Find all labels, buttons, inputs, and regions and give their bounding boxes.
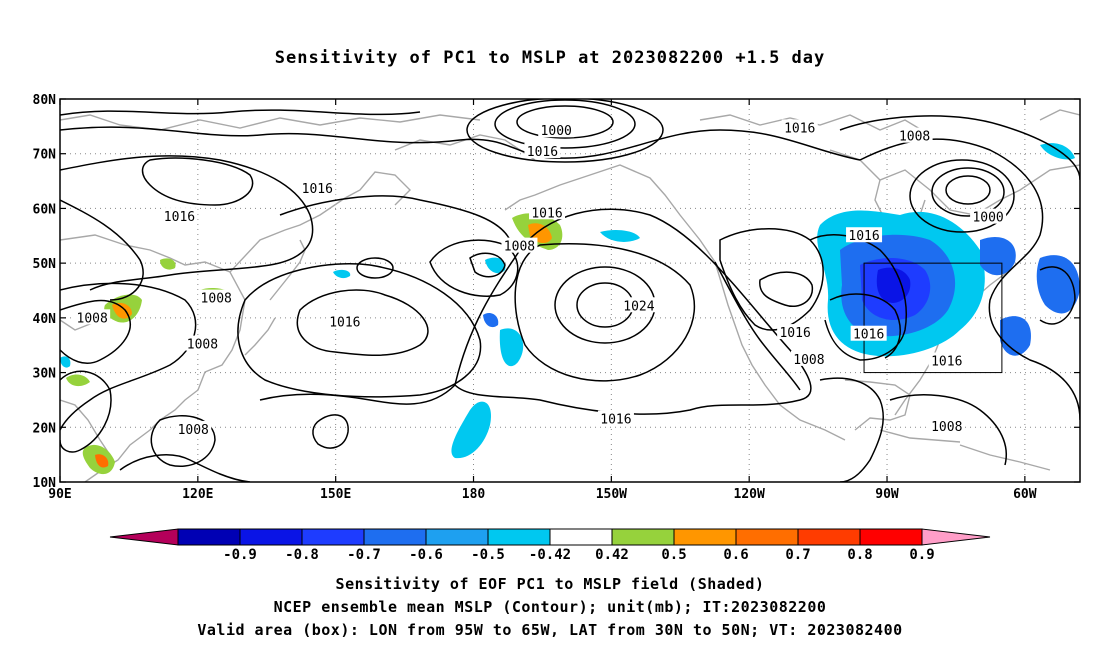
lon-tick-label: 120W (734, 487, 765, 502)
colorbar-label: 0.7 (785, 547, 810, 563)
contour-label-bg (777, 324, 814, 340)
colorbar-segment (859, 528, 923, 546)
lat-tick-label: 40N (33, 312, 57, 327)
colorbar-segment (487, 528, 551, 546)
contour-label: 1008 (178, 423, 209, 438)
colorbar-label: 0.42 (595, 547, 629, 563)
contour-label: 1008 (201, 292, 232, 307)
contour-label: 1008 (793, 353, 824, 368)
lon-tick-label: 90W (875, 487, 899, 502)
lat-tick-label: 10N (33, 476, 57, 491)
contour-label-bg (501, 237, 538, 253)
colorbar-label: -0.5 (471, 547, 505, 563)
map-axes: 90E 120E 150E 180 150W 120W 90W 60W 80N 70N 60N 50N… (33, 93, 1080, 502)
colorbar-label: -0.7 (347, 547, 381, 563)
contour-label: 1008 (187, 338, 218, 353)
contour-label-bg (524, 142, 561, 158)
lat-tick-label: 50N (33, 257, 57, 272)
colorbar-label: -0.42 (529, 547, 571, 563)
lon-tick-label: 180 (462, 487, 486, 502)
colorbar-segment (549, 528, 613, 546)
colorbar-segment (363, 528, 427, 546)
colorbar-segment (673, 528, 737, 546)
colorbar-min-arrow (109, 528, 179, 546)
contour-label: 1008 (504, 240, 535, 255)
contour-label: 1008 (899, 130, 930, 145)
map-frame (59, 98, 1081, 483)
contour-label-bg (175, 420, 212, 436)
caption-line-3: Valid area (box): LON from 95W to 65W, L… (197, 621, 903, 639)
contour-label-bg (597, 410, 634, 426)
colorbar-label: -0.8 (285, 547, 319, 563)
contour-label: 1008 (931, 420, 962, 435)
colorbar-segment (797, 528, 861, 546)
lon-tick-label: 120E (182, 487, 213, 502)
contour-label: 1016 (527, 145, 558, 160)
lon-tick-label: 90E (48, 487, 71, 502)
contour-label-bg (928, 352, 965, 368)
colorbar-segment (425, 528, 489, 546)
mslp-contours (60, 99, 1080, 482)
contour-label: 1016 (848, 229, 879, 244)
colorbar-label: 0.9 (909, 547, 934, 563)
colorbar-label: -0.6 (409, 547, 443, 563)
lat-tick-label: 30N (33, 367, 57, 382)
contour-label: 1016 (779, 326, 810, 341)
contour-label: 1000 (541, 124, 572, 139)
contour-label-bg (161, 208, 198, 224)
contour-label: 1016 (784, 121, 815, 136)
contour-label: 1008 (77, 311, 108, 326)
contour-label: 1000 (972, 211, 1003, 226)
colorbar-max-arrow (921, 528, 991, 546)
lat-tick-label: 20N (33, 421, 57, 436)
contour-label-bg (184, 335, 221, 351)
contour-label: 1016 (931, 355, 962, 370)
caption-line-1: Sensitivity of EOF PC1 to MSLP field (Sh… (335, 575, 765, 593)
contour-label: 1024 (623, 299, 654, 314)
lat-tick-label: 70N (33, 148, 57, 163)
contour-label: 1016 (164, 210, 195, 225)
colorbar-segment (611, 528, 675, 546)
contour-label-bg (74, 309, 111, 325)
colorbar-segment (177, 528, 241, 546)
sensitivity-shading (60, 143, 1080, 475)
colorbar-label: 0.5 (661, 547, 686, 563)
contour-label-bg (538, 122, 575, 138)
colorbar-segment (239, 528, 303, 546)
valid-area-box (863, 262, 1003, 374)
contour-label-bg (620, 297, 657, 313)
contour-label-bg (299, 180, 336, 196)
contour-label-bg (970, 208, 1007, 224)
contour-label-bg (790, 350, 827, 366)
lon-tick-label: 60W (1013, 487, 1037, 502)
colorbar-label: 0.8 (847, 547, 872, 563)
colorbar-segment (735, 528, 799, 546)
lat-tick-label: 60N (33, 202, 57, 217)
lat-tick-label: 80N (33, 93, 57, 108)
contour-label-bg (781, 119, 818, 135)
colorbar-segment (301, 528, 365, 546)
contour-label-bg (326, 313, 363, 329)
contour-label: 1016 (302, 182, 333, 197)
contour-label: 1016 (329, 316, 360, 331)
contour-label-bg (529, 204, 566, 220)
contour-label-bg (896, 127, 933, 143)
contour-label: 1016 (531, 206, 562, 221)
lon-tick-label: 150W (596, 487, 627, 502)
colorbar: -0.9 -0.8 -0.7 -0.6 -0.5 -0.42 0.42 0.5 0.6 0.7 0.… (109, 528, 991, 563)
chart-title: Sensitivity of PC1 to MSLP at 2023082200… (274, 48, 826, 68)
colorbar-label: 0.6 (723, 547, 748, 563)
lon-tick-label: 150E (320, 487, 351, 502)
contour-labels: 1000 1016 1016 1008 1000 1016 1016 1016 1008 1016… (74, 119, 1007, 438)
colorbar-label: -0.9 (223, 547, 257, 563)
contour-label-bg (850, 325, 887, 341)
contour-label-bg (928, 418, 965, 434)
contour-label: 1016 (853, 328, 884, 343)
contour-label: 1016 (600, 413, 631, 428)
contour-label-bg (198, 289, 235, 305)
caption-line-2: NCEP ensemble mean MSLP (Contour); unit(… (273, 598, 827, 616)
contour-label-bg (846, 227, 883, 243)
